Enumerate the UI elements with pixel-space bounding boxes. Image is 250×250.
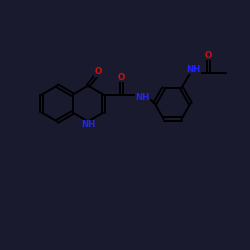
Text: O: O <box>94 68 102 76</box>
Text: NH: NH <box>81 120 95 129</box>
Text: O: O <box>205 51 212 60</box>
Text: NH: NH <box>186 65 201 74</box>
Text: O: O <box>118 73 125 82</box>
Text: NH: NH <box>135 93 150 102</box>
